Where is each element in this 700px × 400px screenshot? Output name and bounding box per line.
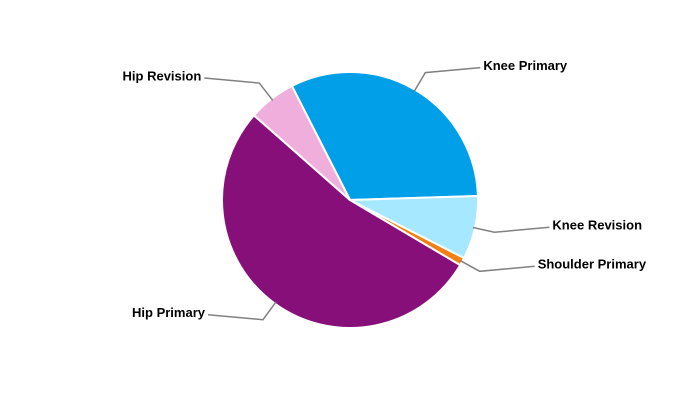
- leader-line: [460, 260, 535, 273]
- slice-label: Knee Primary: [483, 58, 568, 73]
- leader-line: [413, 66, 481, 92]
- leader-line: [204, 77, 274, 101]
- leader-line: [472, 226, 550, 234]
- slice-label: Shoulder Primary: [538, 257, 647, 272]
- slice-label: Knee Revision: [552, 218, 642, 233]
- slice-label: Hip Primary: [132, 305, 206, 320]
- slice-label: Hip Revision: [123, 68, 202, 83]
- leader-line: [207, 301, 277, 321]
